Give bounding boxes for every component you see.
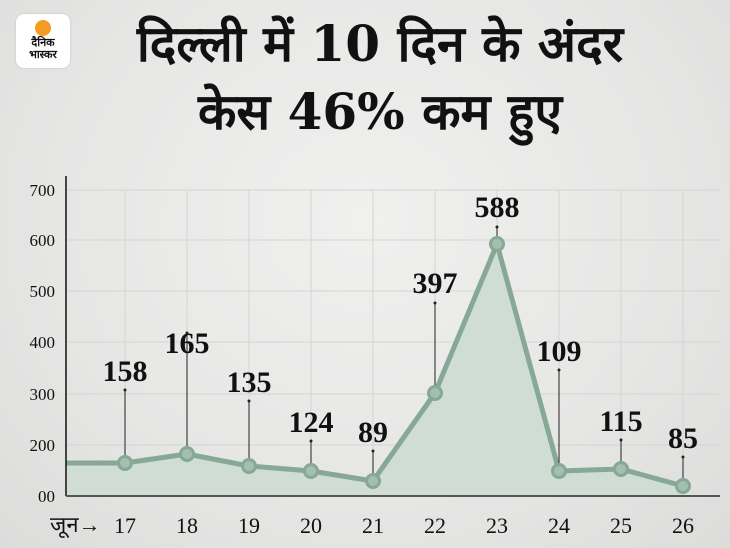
data-point-marker	[427, 385, 443, 401]
chart-title: दिल्ली में 10 दिन के अंदर केस 46% कम हुए	[80, 14, 680, 142]
x-tick-label: 22	[424, 513, 446, 538]
y-tick-label: 300	[30, 385, 56, 404]
stem-dot	[557, 368, 561, 372]
x-axis-prefix: जून→	[50, 512, 101, 539]
y-tick-label: 200	[30, 436, 56, 455]
data-point-marker	[675, 478, 691, 494]
title-line2: केस 46% कम हुए	[197, 82, 562, 141]
title-line1: दिल्ली में 10 दिन के अंदर	[136, 14, 624, 73]
stem-dot	[681, 455, 685, 459]
stem-dot	[495, 225, 499, 229]
x-tick-label: 23	[486, 513, 508, 538]
data-point-marker	[303, 463, 319, 479]
data-value-label: 397	[413, 267, 458, 300]
x-tick-label: 20	[300, 513, 322, 538]
sun-icon	[35, 20, 51, 36]
x-tick-label: 26	[672, 513, 694, 538]
data-point-marker	[489, 236, 505, 252]
data-value-label: 85	[668, 422, 698, 455]
data-point-marker	[551, 463, 567, 479]
x-tick-label: 21	[362, 513, 384, 538]
x-tick-label: 17	[114, 513, 136, 538]
y-tick-label: 00	[38, 487, 55, 506]
dainik-bhaskar-logo: दैनिक भास्कर	[16, 14, 70, 68]
data-point-marker	[241, 458, 257, 474]
y-tick-label: 700	[30, 181, 56, 200]
stem-dot	[123, 388, 127, 392]
data-value-label: 109	[537, 335, 582, 368]
data-value-label: 124	[289, 406, 334, 439]
data-value-label: 89	[358, 416, 388, 449]
brand-line2: भास्कर	[29, 48, 57, 61]
data-point-marker	[613, 461, 629, 477]
stem-dot	[371, 449, 375, 453]
data-value-label: 135	[227, 366, 272, 399]
stem-dot	[619, 438, 623, 442]
data-point-marker	[179, 446, 195, 462]
data-point-marker	[365, 473, 381, 489]
data-point-marker	[117, 455, 133, 471]
data-value-label: 158	[103, 355, 148, 388]
y-tick-label: 500	[30, 282, 56, 301]
data-line	[66, 241, 684, 489]
y-tick-label: 400	[30, 333, 56, 352]
area-fill	[66, 244, 683, 496]
x-tick-label: 24	[548, 513, 570, 538]
y-tick-label: 600	[30, 231, 56, 250]
stem-dot	[247, 399, 251, 403]
brand-line1: दैनिक	[31, 36, 55, 49]
data-value-label: 588	[475, 191, 520, 224]
x-tick-label: 25	[610, 513, 632, 538]
stem-dot	[309, 439, 313, 443]
x-tick-label: 19	[238, 513, 260, 538]
data-value-label: 115	[599, 405, 642, 438]
stem-dot	[433, 301, 437, 305]
stem-dot	[185, 331, 189, 335]
data-value-label: 165	[165, 327, 210, 360]
x-tick-label: 18	[176, 513, 198, 538]
